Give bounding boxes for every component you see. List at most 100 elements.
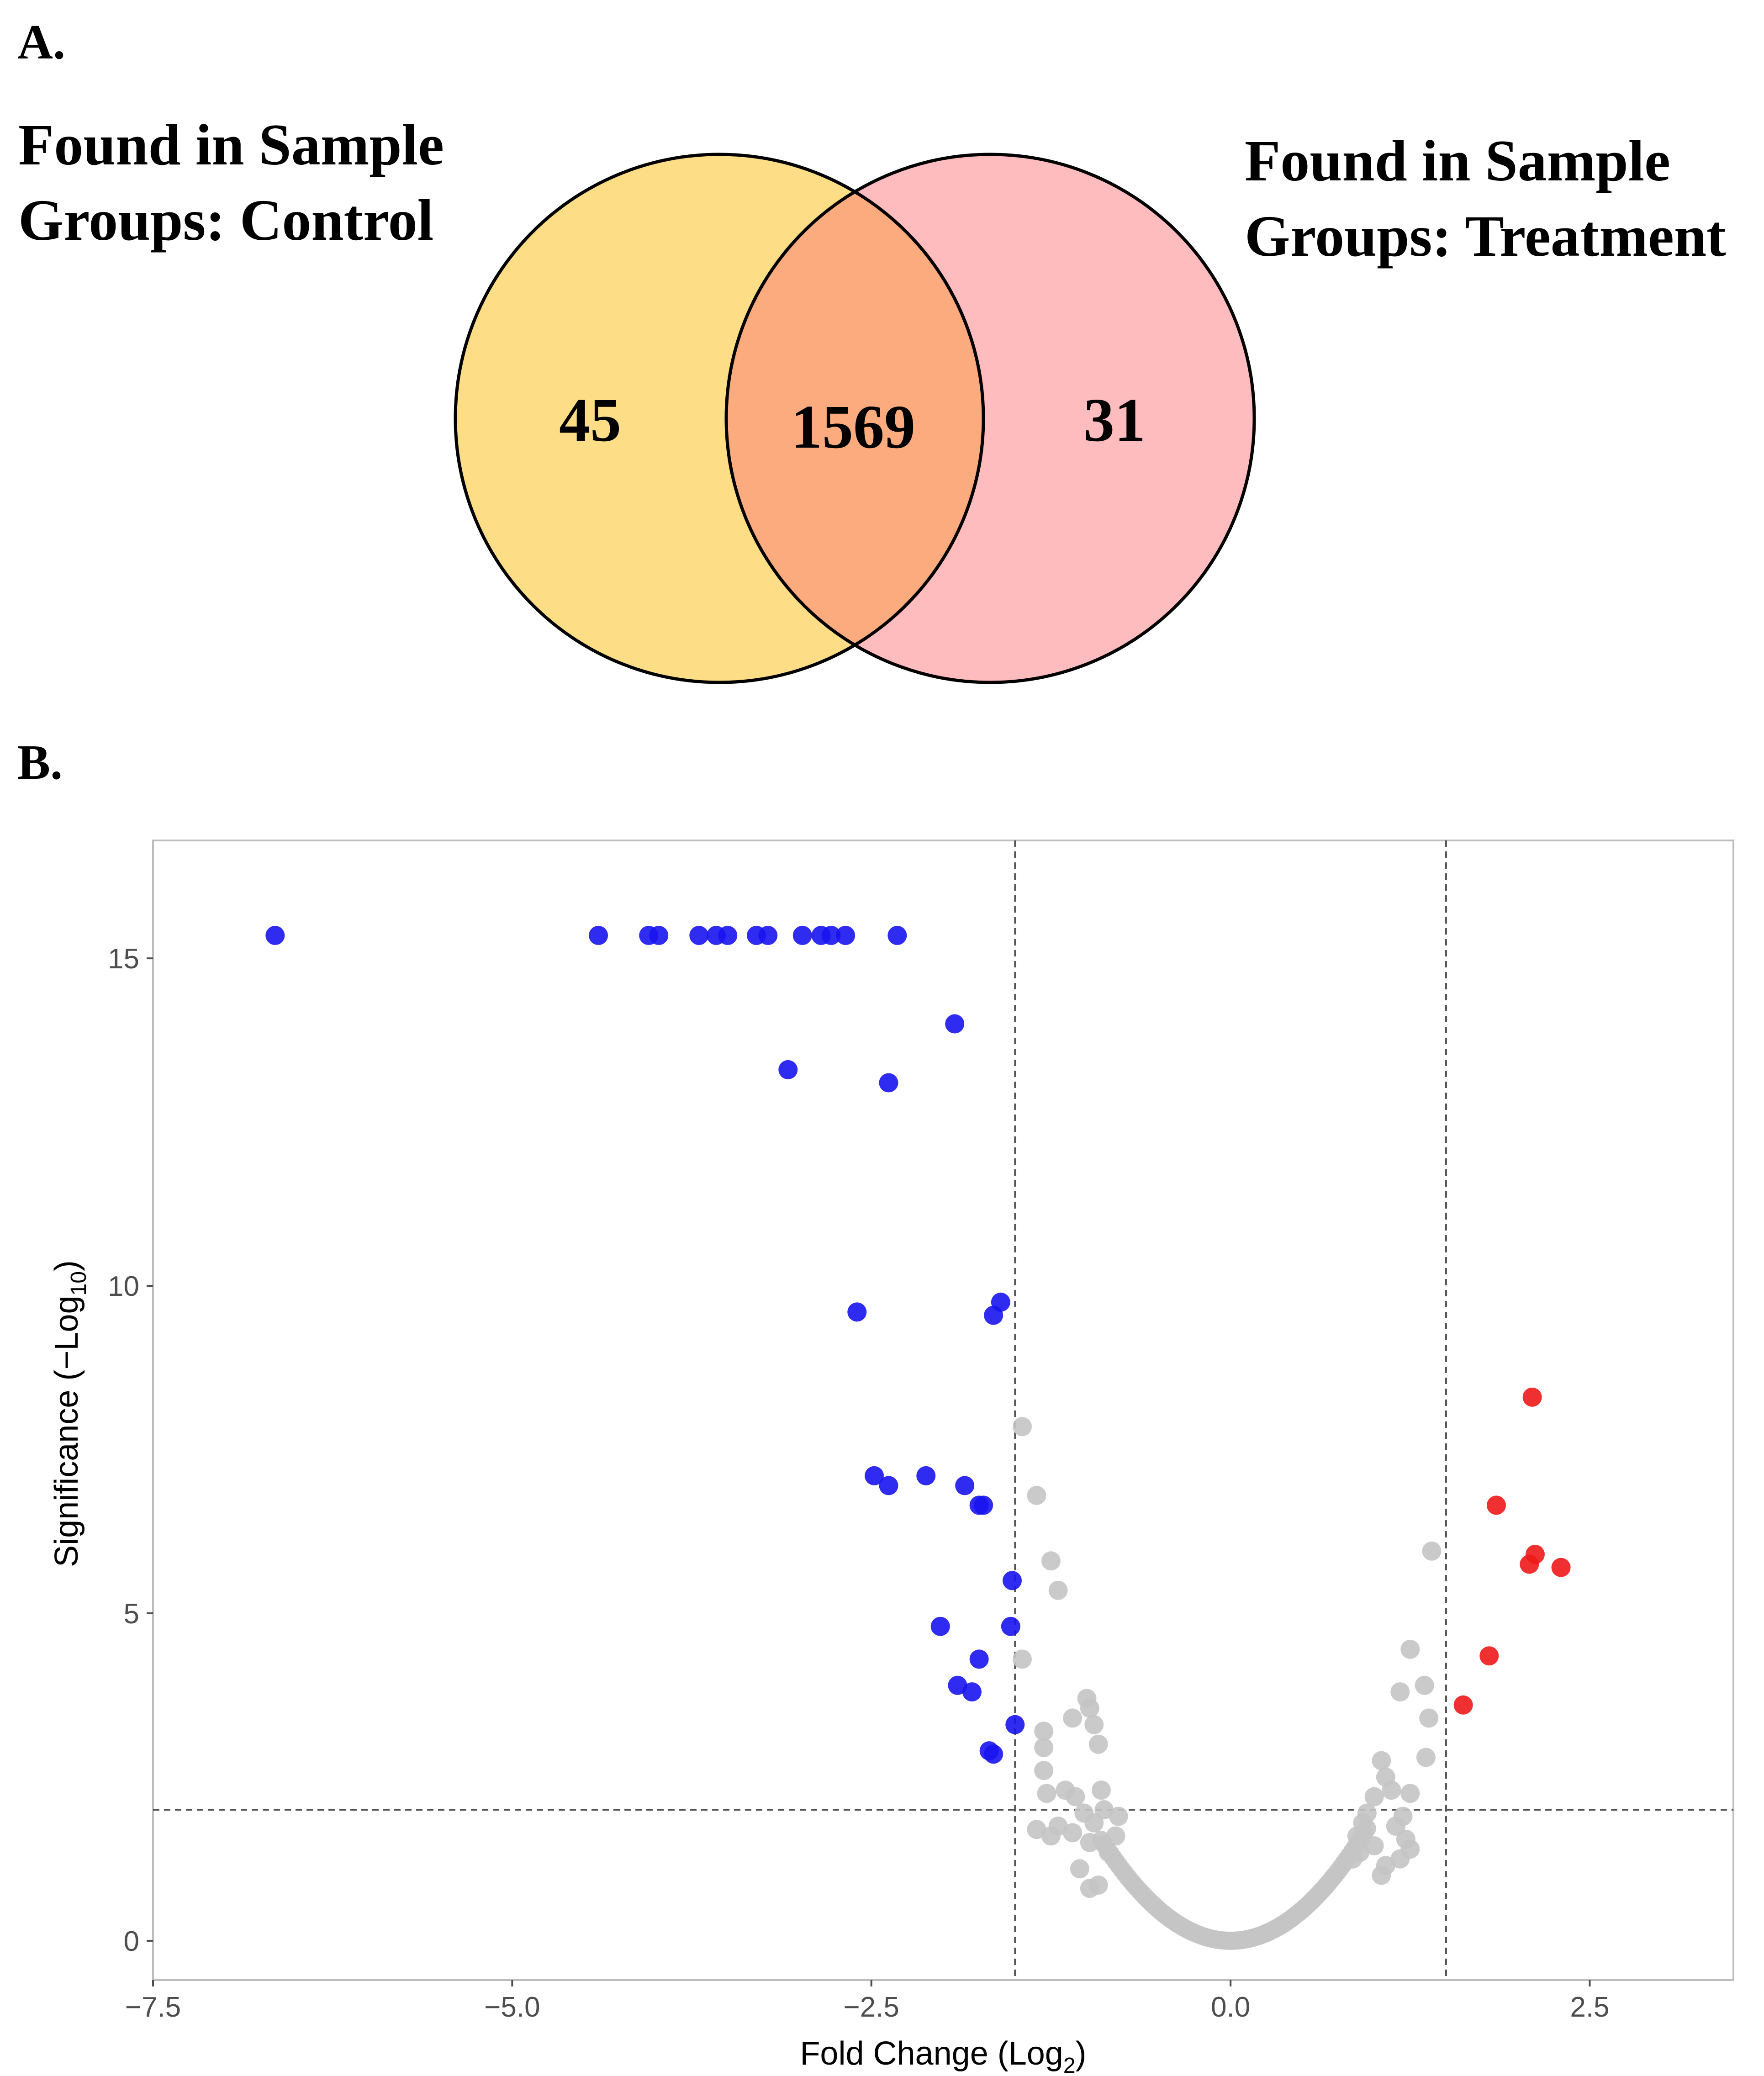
data-point-down xyxy=(792,925,812,945)
data-point-down xyxy=(887,925,907,945)
y-tick-label: 0 xyxy=(124,1926,139,1957)
data-point-down xyxy=(865,1466,884,1485)
data-point-ns xyxy=(1419,1708,1439,1728)
data-point-ns xyxy=(1372,1865,1391,1885)
data-point-ns xyxy=(1088,1734,1108,1754)
x-axis-title: Fold Change (Log2) xyxy=(800,2035,1086,2076)
data-point-down xyxy=(955,1476,975,1495)
data-point-down xyxy=(758,925,778,945)
panel-b-label: B. xyxy=(17,735,63,790)
data-point-down xyxy=(847,1302,867,1322)
data-point-up xyxy=(1551,1558,1571,1577)
data-point-down xyxy=(879,1476,898,1495)
data-point-ns xyxy=(1041,1551,1061,1571)
data-point-ns xyxy=(1422,1541,1442,1561)
venn-right-only-count: 31 xyxy=(1083,386,1146,454)
data-point-down xyxy=(689,925,709,945)
data-point-down xyxy=(916,1466,936,1485)
data-point-ns xyxy=(1364,1787,1384,1807)
panel-a-label: A. xyxy=(17,15,65,69)
data-point-down xyxy=(969,1649,989,1669)
data-point-ns xyxy=(1343,1849,1363,1869)
plot-frame xyxy=(152,840,1734,1981)
data-point-ns xyxy=(1400,1784,1420,1803)
data-point-ns xyxy=(1347,1826,1367,1846)
data-point-ns xyxy=(1094,1800,1114,1820)
y-tick-label: 15 xyxy=(108,943,139,975)
data-point-ns xyxy=(1390,1682,1410,1702)
data-point-ns xyxy=(1037,1784,1056,1803)
venn-overlap-region xyxy=(726,154,983,682)
data-point-up xyxy=(1520,1554,1539,1574)
data-point-down xyxy=(836,925,856,945)
data-point-ns xyxy=(1084,1813,1104,1833)
data-point-ns xyxy=(1080,1879,1099,1898)
x-tick-label: −5.0 xyxy=(484,1991,540,2023)
data-point-down xyxy=(1002,1571,1022,1590)
data-point-up xyxy=(1479,1646,1499,1666)
data-point-ns xyxy=(1364,1836,1384,1856)
data-point-ns xyxy=(1041,1826,1061,1846)
x-tick-label: −7.5 xyxy=(125,1991,181,2023)
data-point-down xyxy=(984,1744,1003,1764)
venn-treatment-outline xyxy=(724,153,1256,684)
data-point-ns xyxy=(1106,1826,1125,1846)
data-point-up xyxy=(1453,1695,1473,1715)
data-point-ns xyxy=(1099,1843,1118,1862)
data-point-down xyxy=(649,925,669,945)
data-point-down xyxy=(778,1060,798,1079)
venn-right-title-line2: Groups: Treatment xyxy=(1245,204,1726,269)
x-tick-label: −2.5 xyxy=(844,1991,899,2023)
data-point-ns xyxy=(1400,1639,1420,1659)
y-tick-label: 5 xyxy=(124,1598,139,1630)
data-point-up xyxy=(1522,1387,1542,1407)
data-point-ns xyxy=(1084,1715,1104,1734)
data-point-down xyxy=(948,1675,967,1695)
data-point-down xyxy=(1001,1616,1020,1636)
data-point-ns xyxy=(1415,1675,1434,1695)
y-axis-title: Significance (−Log10) xyxy=(48,1260,91,1567)
data-point-ns xyxy=(1109,1807,1128,1826)
data-point-down xyxy=(984,1305,1003,1325)
data-point-down xyxy=(589,925,608,945)
data-point-ns xyxy=(1386,1817,1405,1836)
data-point-ns xyxy=(1048,1580,1068,1600)
data-point-ns xyxy=(1034,1722,1054,1741)
data-point-ns xyxy=(1066,1787,1085,1807)
data-point-down xyxy=(974,1495,993,1515)
data-point-ns xyxy=(1027,1485,1046,1505)
data-point-down xyxy=(265,925,285,945)
data-point-ns xyxy=(1372,1751,1391,1770)
data-point-ns xyxy=(1027,1820,1046,1839)
data-point-ns xyxy=(1013,1417,1032,1437)
data-point-ns xyxy=(1034,1738,1054,1757)
data-point-down xyxy=(1005,1715,1025,1734)
data-point-down xyxy=(930,1616,950,1636)
data-point-ns xyxy=(1063,1823,1083,1843)
y-tick-label: 10 xyxy=(108,1271,139,1302)
data-point-ns xyxy=(1063,1708,1083,1728)
data-point-ns xyxy=(1034,1761,1054,1780)
data-point-ns xyxy=(1092,1780,1111,1800)
data-point-ns xyxy=(1390,1849,1410,1869)
x-tick-label: 0.0 xyxy=(1211,1991,1250,2023)
venn-overlap-count: 1569 xyxy=(791,393,915,461)
venn-right-title-line1: Found in Sample xyxy=(1245,128,1670,193)
data-point-ns xyxy=(1080,1833,1099,1852)
venn-left-title-line2: Groups: Control xyxy=(18,188,433,253)
data-point-down xyxy=(879,1073,898,1093)
venn-control-outline xyxy=(454,153,985,684)
data-point-ns xyxy=(1382,1780,1401,1800)
data-point-down xyxy=(962,1682,982,1702)
data-point-ns xyxy=(1416,1748,1436,1767)
venn-left-title-line1: Found in Sample xyxy=(18,112,444,177)
data-point-down xyxy=(821,925,841,945)
volcano-plot: −7.5 −5.0 −2.5 0.0 2.5 0 5 10 15 Fold Change (L… xyxy=(48,840,1734,2076)
data-point-down xyxy=(718,925,738,945)
data-point-ns xyxy=(1080,1698,1099,1718)
data-point-ns xyxy=(1070,1859,1089,1879)
venn-left-only-count: 45 xyxy=(559,386,621,454)
data-point-down xyxy=(945,1014,965,1034)
data-point-ns xyxy=(1013,1649,1032,1669)
